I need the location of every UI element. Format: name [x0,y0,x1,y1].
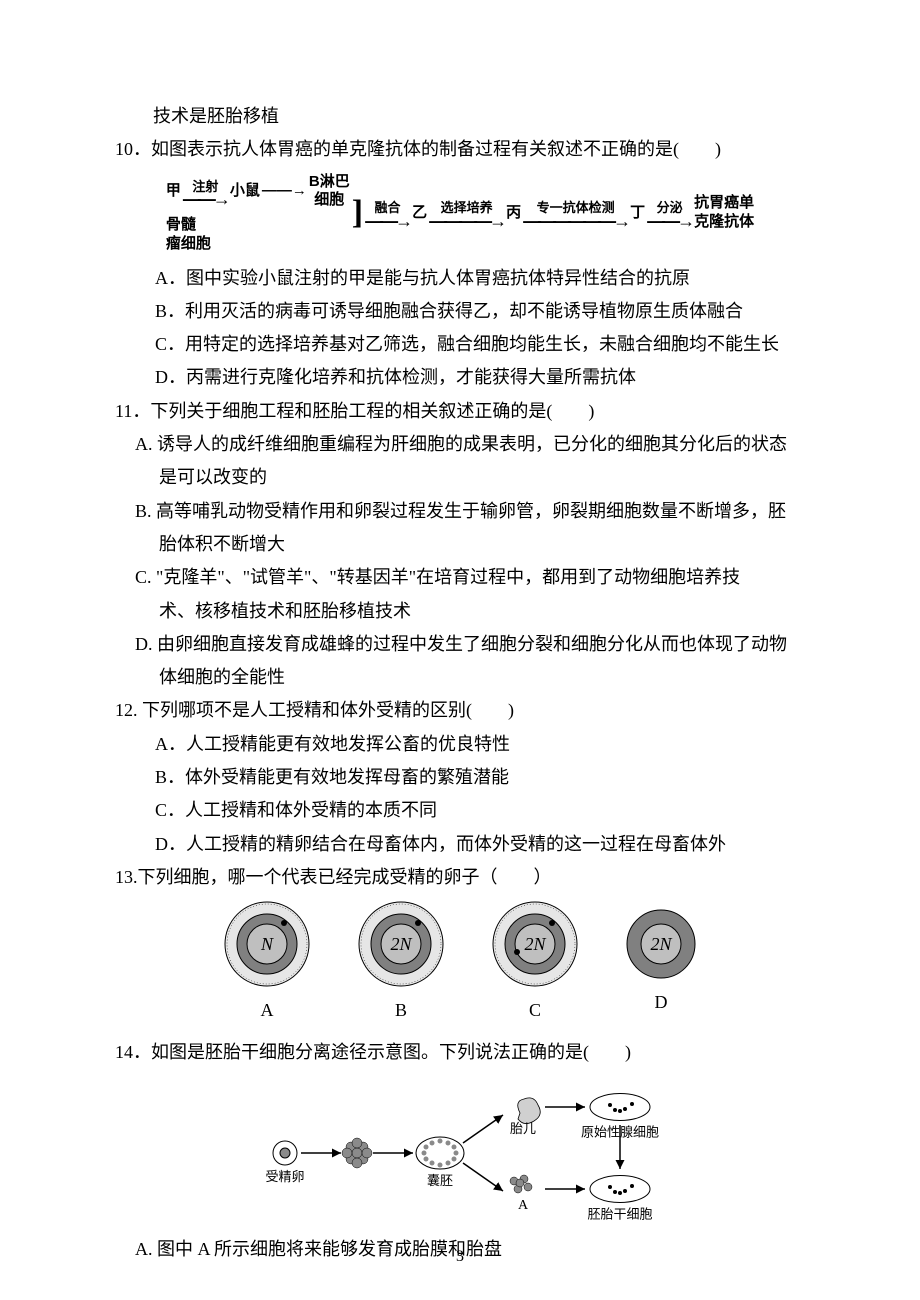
q10-option-d: D．丙需进行克隆化培养和抗体检测，才能获得大量所需抗体 [95,361,825,394]
arrow-secrete: 分泌——→ [647,200,692,225]
q13-cells-diagram: N A 2N B [95,900,825,1027]
arrow-icon: ——→ [262,182,307,201]
cell-option-b: 2N B [357,900,445,1027]
svg-text:2N: 2N [524,934,546,954]
q10-flowchart: 甲 注射——→ 小鼠 ——→ B淋巴细胞 骨髓瘤细胞 ] 融合——→ [95,173,825,254]
arrow-spec: 专一抗体检测——————→ [523,200,628,225]
svg-text:胚胎干细胞: 胚胎干细胞 [587,1206,652,1221]
flow-node-yi: 乙 [412,204,427,223]
svg-text:胎儿: 胎儿 [510,1121,536,1136]
q10-option-c: C．用特定的选择培养基对乙筛选，融合细胞均能生长，未融合细胞均不能生长 [95,328,825,361]
cell-option-c: 2N C [491,900,579,1027]
q11-option-d-line2: 体细胞的全能性 [95,661,825,694]
flow-node-bing: 丙 [506,204,521,223]
q14-diagram: 受精卵 囊胚 胎儿 A 原始性腺细胞 [95,1075,825,1225]
q12-option-b: B．体外受精能更有效地发挥母畜的繁殖潜能 [95,761,825,794]
flow-node-blymph: B淋巴细胞 [309,173,350,211]
q13-stem: 13.下列细胞，哪一个代表已经完成受精的卵子（ ） [95,861,825,894]
bracket-icon: ] [352,196,363,230]
q11-option-d-line1: D. 由卵细胞直接发育成雄蜂的过程中发生了细胞分裂和细胞分化从而也体现了动物 [95,628,825,661]
q11-option-b-line1: B. 高等哺乳动物受精作用和卵裂过程发生于输卵管，卵裂期细胞数量不断增多，胚 [95,495,825,528]
flow-node-ding: 丁 [630,204,645,223]
arrow-fuse: 融合——→ [365,200,410,225]
svg-text:囊胚: 囊胚 [427,1173,453,1188]
page-number: 3 [0,1242,920,1272]
q12-stem: 12. 下列哪项不是人工授精和体外受精的区别( ) [95,694,825,727]
cell-option-a: N A [223,900,311,1027]
flow-node-jia: 甲 [166,182,181,201]
svg-text:A: A [518,1198,529,1213]
q14-stem: 14．如图是胚胎干细胞分离途径示意图。下列说法正确的是( ) [95,1036,825,1069]
q11-option-c-line2: 术、核移植技术和胚胎移植技术 [95,595,825,628]
svg-text:2N: 2N [650,934,672,954]
q10-stem: 10．如图表示抗人体胃癌的单克隆抗体的制备过程有关叙述不正确的是( ) [95,133,825,166]
q12-option-a: A．人工授精能更有效地发挥公畜的优良特性 [95,728,825,761]
q11-option-c-line1: C. "克隆羊"、"试管羊"、"转基因羊"在培育过程中，都用到了动物细胞培养技 [95,561,825,594]
q12-option-c: C．人工授精和体外受精的本质不同 [95,794,825,827]
svg-text:受精卵: 受精卵 [265,1169,304,1184]
q11-option-a-line1: A. 诱导人的成纤维细胞重编程为肝细胞的成果表明，已分化的细胞其分化后的状态 [95,428,825,461]
cell-option-d: 2N D [625,908,697,1019]
arrow-select: 选择培养————→ [429,200,504,225]
svg-text:N: N [260,934,274,954]
arrow-inject: 注射——→ [183,179,228,204]
q10-option-a: A．图中实验小鼠注射的甲是能与抗人体胃癌抗体特异性结合的抗原 [95,262,825,295]
q12-option-d: D．人工授精的精卵结合在母畜体内，而体外受精的这一过程在母畜体外 [95,828,825,861]
svg-text:2N: 2N [390,934,412,954]
q11-option-a-line2: 是可以改变的 [95,461,825,494]
q10-option-b: B．利用灭活的病毒可诱导细胞融合获得乙，却不能诱导植物原生质体融合 [95,295,825,328]
flow-node-bone: 骨髓瘤细胞 [166,216,350,254]
q11-option-b-line2: 胎体积不断增大 [95,528,825,561]
flow-node-mouse: 小鼠 [230,182,260,201]
flow-node-result: 抗胃癌单克隆抗体 [694,194,754,232]
q9-fragment: 技术是胚胎移植 [95,100,825,133]
q11-stem: 11．下列关于细胞工程和胚胎工程的相关叙述正确的是( ) [95,395,825,428]
